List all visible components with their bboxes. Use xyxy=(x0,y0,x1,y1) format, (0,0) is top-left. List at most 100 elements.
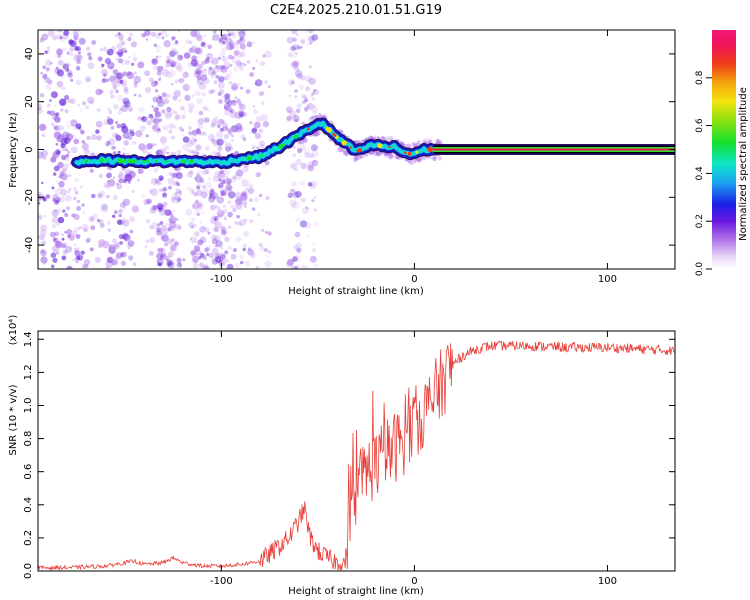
spectrogram-cloud-dot xyxy=(234,198,243,206)
spectrogram-cloud-dot xyxy=(196,55,200,59)
spectrogram-cloud-dot xyxy=(186,148,190,153)
spectrogram-cloud-dot xyxy=(199,226,206,233)
spectrogram-cloud-dot xyxy=(127,246,131,250)
spectrogram-cloud-dot xyxy=(102,46,108,52)
spectrogram-cloud-dot xyxy=(151,58,157,64)
ridge-hotspot xyxy=(99,158,104,163)
spectrogram-cloud-dot xyxy=(72,196,77,201)
spectrogram-cloud-dot xyxy=(376,136,381,140)
spectrogram-cloud-dot xyxy=(161,109,166,114)
spectrogram-cloud-dot xyxy=(116,219,123,225)
spectrogram-cloud-dot xyxy=(72,187,78,192)
spectrogram-cloud-dot xyxy=(126,136,129,140)
spectrogram-cloud-dot xyxy=(38,107,44,115)
spectrogram-cloud-dot xyxy=(107,61,115,70)
ridge-hotspot xyxy=(273,145,279,152)
spectrogram-cloud-dot xyxy=(236,173,243,181)
spectrogram-cloud-dot xyxy=(189,149,195,155)
spectrogram-cloud-dot xyxy=(176,199,180,204)
spectrogram-cloud-dot xyxy=(200,42,205,48)
spectrogram-cloud-dot xyxy=(224,142,232,150)
spectrogram-cloud-dot xyxy=(104,182,111,189)
spectrogram-cloud-dot xyxy=(221,179,226,185)
spectrogram-cloud-dot xyxy=(292,153,297,158)
spectrogram-cloud-dot xyxy=(82,101,87,106)
spectrogram-cloud-dot xyxy=(299,180,305,186)
spectrogram-cloud-dot xyxy=(238,36,246,45)
spectrogram-cloud-dot xyxy=(56,134,64,142)
spectrogram-cloud-dot xyxy=(422,138,429,144)
spectrogram-cloud-dot xyxy=(70,78,74,82)
spectrogram-cloud-dot xyxy=(308,35,315,43)
spectrogram-cloud-dot xyxy=(71,134,76,139)
spectrogram-cloud-dot xyxy=(190,217,196,223)
spectrogram-cloud-dot xyxy=(132,57,138,62)
spectrogram-y-axis: -40 -20 0 20 40 xyxy=(24,48,675,253)
spectrogram-cloud-dot xyxy=(234,262,240,268)
spectrogram-cloud-dot xyxy=(221,47,228,53)
spectrogram-cloud-dot xyxy=(39,93,45,98)
spectrogram-cloud-dot xyxy=(136,178,140,182)
spectrogram-cloud-dot xyxy=(238,102,243,107)
spectrogram-cloud-dot xyxy=(166,106,172,112)
spectrogram-cloud-dot xyxy=(222,55,225,58)
spectrogram-cloud-dot xyxy=(292,191,300,199)
spectrogram-cloud-dot xyxy=(310,180,318,188)
spectrogram-cloud-dot xyxy=(117,173,122,179)
spectrogram-cloud-dot xyxy=(289,45,295,51)
spectrogram-cloud-dot xyxy=(224,93,231,99)
spectrogram-cloud-dot xyxy=(208,66,213,71)
spectrogram-cloud-dot xyxy=(178,190,182,195)
spectrogram-cloud-dot xyxy=(40,71,43,75)
spectrogram-cloud-dot xyxy=(300,75,306,81)
spectrogram-cloud-dot xyxy=(255,59,259,62)
spectrogram-cloud-dot xyxy=(188,126,192,130)
spectrogram-cloud-dot xyxy=(116,123,122,129)
spectrogram-cloud-dot xyxy=(230,204,235,210)
spectrogram-cloud-dot xyxy=(194,231,200,237)
spectrogram-cloud-dot xyxy=(116,94,124,102)
spectrogram-cloud-dot xyxy=(62,63,69,70)
spectrogram-cloud-dot xyxy=(112,214,116,218)
spectrogram-cloud-dot xyxy=(39,123,47,131)
spectrogram-cloud-dot xyxy=(313,222,319,227)
spectrogram-cloud-dot xyxy=(242,137,247,141)
spectrogram-cloud-dot xyxy=(41,181,44,185)
spectrogram-cloud-dot xyxy=(169,224,176,231)
spectrogram-cloud-dot xyxy=(156,259,160,263)
spectrogram-cloud-dot xyxy=(220,66,228,73)
spectrogram-cloud-dot xyxy=(69,98,76,104)
spectrogram-cloud-dot xyxy=(417,158,422,163)
spectrogram-cloud-dot xyxy=(118,234,124,240)
ridge-hotspot xyxy=(278,143,284,149)
spectrogram-cloud-dot xyxy=(196,185,200,190)
spectrogram-cloud-dot xyxy=(52,115,57,121)
spectrogram-cloud-dot xyxy=(340,147,345,152)
spectrogram-cloud-dot xyxy=(170,248,175,253)
spectrogram-cloud-dot xyxy=(153,168,159,173)
ridge-hotspot xyxy=(427,146,434,153)
spectrogram-cloud-dot xyxy=(312,248,316,253)
spectrogram-cloud-dot xyxy=(156,230,162,236)
spectrogram-cloud-dot xyxy=(311,159,319,167)
spectrogram-cloud-dot xyxy=(171,246,176,250)
spectrogram-cloud-dot xyxy=(174,195,180,201)
spectrogram-cloud-dot xyxy=(243,188,250,194)
spectrogram-cloud-dot xyxy=(229,63,233,68)
spectrogram-cloud-dot xyxy=(134,71,137,75)
spectrogram-cloud-dot xyxy=(53,125,61,132)
spectrogram-cloud-dot xyxy=(256,146,260,150)
spectrogram-cloud-dot xyxy=(60,37,66,43)
spectrogram-cloud-dot xyxy=(258,140,266,147)
spectrogram-cloud-dot xyxy=(220,230,227,237)
spectrogram-cloud-dot xyxy=(190,59,198,67)
spectrogram-cloud-dot xyxy=(170,61,177,68)
spectrogram-cloud-dot xyxy=(190,236,198,244)
spectrogram-cloud-dot xyxy=(115,79,120,85)
spectrogram-cloud-dot xyxy=(77,103,81,107)
spectrogram-cloud-dot xyxy=(300,93,307,99)
spectrogram-cloud-dot xyxy=(128,32,134,38)
spectrogram-cloud-dot xyxy=(115,135,122,141)
spectrogram-cloud-dot xyxy=(107,118,114,125)
spectrogram-cloud-dot xyxy=(60,173,68,181)
